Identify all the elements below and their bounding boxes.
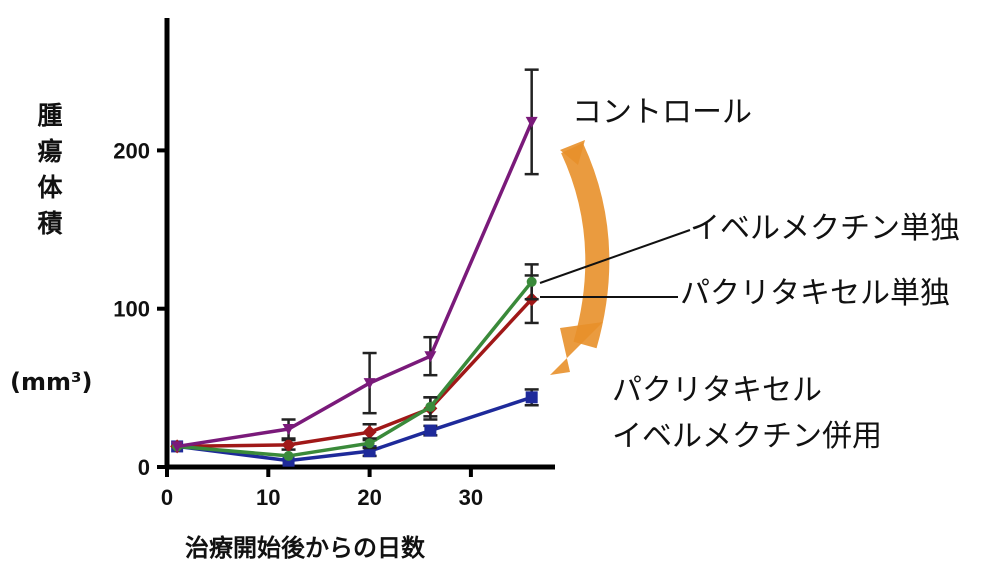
x-tick-label: 0 [161, 485, 173, 510]
data-point [525, 391, 538, 404]
data-point [364, 438, 375, 449]
data-point [425, 401, 436, 412]
x-axis-label: 治療開始後からの日数 [185, 534, 426, 562]
y-tick-label: 0 [138, 455, 150, 480]
orange-arrow-tail [560, 140, 585, 165]
x-tick-label: 10 [256, 485, 280, 510]
series-line [176, 121, 534, 449]
data-point [525, 116, 538, 128]
label-combo-line1: パクリタキセル [612, 373, 822, 408]
x-tick-label: 30 [459, 485, 483, 510]
series-line [177, 298, 533, 449]
axes [164, 18, 555, 470]
data-point [526, 276, 537, 287]
data-point [362, 425, 377, 440]
y-axis-label: 腫瘍体積 [34, 102, 63, 246]
data-point [281, 437, 296, 452]
y-tick-label: 200 [113, 138, 150, 163]
leader-line-ivermectin [539, 229, 691, 284]
label-paclitaxel: パクリタキセル単独 [680, 276, 950, 311]
label-combo-line2: イベルメクチン併用 [612, 419, 882, 454]
data-point [363, 378, 376, 390]
orange-arrow-shaft [561, 142, 610, 349]
data-point [424, 351, 437, 363]
orange-arrow-head [550, 322, 603, 375]
x-tick-label: 20 [357, 485, 381, 510]
series-line [176, 280, 534, 458]
data-point [283, 450, 294, 461]
label-ivermectin: イベルメクチン単独 [690, 211, 960, 246]
y-axis-unit: (mm³) [10, 368, 92, 396]
y-tick-label: 100 [113, 297, 150, 322]
label-control: コントロール [572, 95, 752, 130]
data-point [282, 424, 295, 436]
data-point [171, 441, 184, 453]
data-point [424, 424, 437, 437]
